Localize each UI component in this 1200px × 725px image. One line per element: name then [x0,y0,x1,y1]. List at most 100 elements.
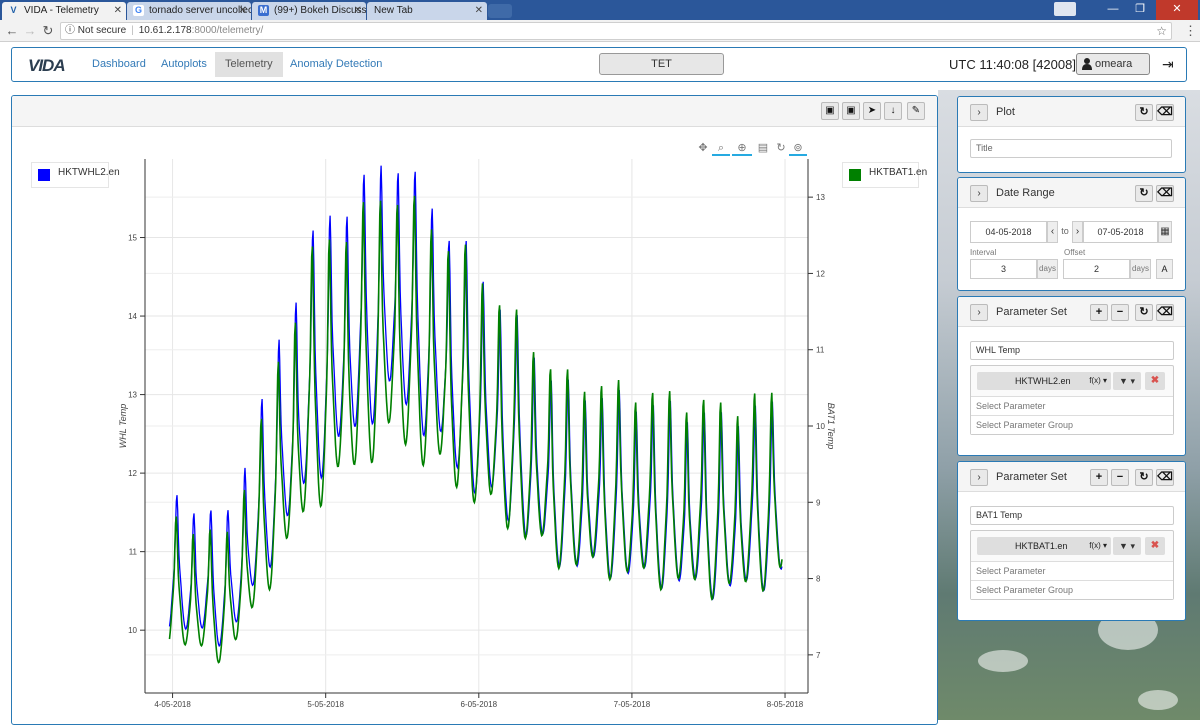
function-dropdown[interactable]: f(x) ▾ [1089,541,1107,550]
legend-left[interactable]: HKTWHL2.en [31,162,120,188]
nav-telemetry[interactable]: Telemetry [215,52,283,77]
eraser-icon[interactable]: ⌫ [1156,185,1174,202]
legend-right[interactable]: HKTBAT1.en [842,162,927,188]
remove-parameter-icon[interactable]: ✖ [1145,537,1165,555]
crosshair-tool-icon[interactable]: ⊚ [789,140,807,156]
minimize-icon[interactable]: — [1107,3,1119,15]
y-left-axis-label: WHL Temp [118,404,128,449]
interval-input[interactable]: 3 [970,259,1037,279]
add-icon[interactable]: + [1090,469,1108,486]
pan-tool-icon[interactable]: ✥ [698,142,708,154]
calendar-icon[interactable]: ▦ [1158,221,1172,243]
refresh-icon[interactable]: ↻ [1135,104,1153,121]
wheel-zoom-tool-icon[interactable]: ⊕ [732,140,752,156]
eraser-icon[interactable]: ⌫ [1156,304,1174,321]
browser-tab-new[interactable]: New Tab ✕ [367,2,487,20]
collapse-chevron-icon[interactable]: › [970,304,988,321]
plot-card-title: Plot [996,106,1015,118]
remove-icon[interactable]: − [1111,304,1129,321]
telemetry-chart[interactable]: 4-05-2018 5-05-2018 6-05-2018 7-05-2018 8-05… [12,96,937,725]
send-icon[interactable]: ➤ [863,102,881,120]
eraser-icon[interactable]: ⌫ [1156,104,1174,121]
offset-label: Offset [1064,248,1086,257]
date-prev-icon[interactable]: ‹ [1047,221,1058,243]
back-arrow-icon[interactable]: ← [5,23,19,38]
nav-anomaly-detection[interactable]: Anomaly Detection [290,58,383,70]
tab-close-icon[interactable]: ✕ [474,5,483,16]
end-date-input[interactable]: 07-05-2018 [1083,221,1158,243]
select-parameter-input[interactable]: Select Parameter [971,396,1173,415]
remove-icon[interactable]: − [1111,469,1129,486]
url-input[interactable]: ⓘ Not secure | 10.61.2.178:8000/telemetry/… [60,22,1172,40]
new-tab-button[interactable] [488,4,512,18]
auto-button[interactable]: A [1156,259,1173,279]
refresh-icon[interactable]: ↻ [1135,185,1153,202]
browser-tab-vida[interactable]: V VIDA - Telemetry ✕ [2,2,126,20]
parameter-set-name-input[interactable]: WHL Temp [970,341,1174,360]
browser-menu-icon[interactable]: ⋮ [1184,23,1197,38]
filter-dropdown-icon[interactable]: ▼ ▾ [1113,537,1141,555]
date-range-card: › Date Range ↻ ⌫ 04-05-2018 ‹ to › 07-05… [957,177,1186,291]
collapse-chevron-icon[interactable]: › [970,185,988,202]
eraser-icon[interactable]: ⌫ [1156,469,1174,486]
plot-title-input[interactable]: Title [970,139,1172,158]
browser-tab-bokeh[interactable]: M (99+) Bokeh Discussion ✕ [252,2,366,20]
y-right-tick-label: 7 [816,651,821,660]
y-right-tick-label: 8 [816,575,821,584]
y-left-tick-label: 10 [128,626,137,635]
add-icon[interactable]: + [1090,304,1108,321]
maximize-icon[interactable]: ❐ [1135,3,1145,15]
bookmark-star-icon[interactable]: ☆ [1156,24,1167,38]
parameter-name: HKTWHL2.en [1015,376,1071,386]
parameter-pill[interactable]: HKTWHL2.en f(x) ▾ [977,372,1111,390]
download-icon[interactable]: ↓ [884,102,902,120]
y-right-axis-label: BAT1 Temp [826,403,836,450]
info-icon[interactable]: ⓘ [65,25,75,36]
tab-close-icon[interactable]: ✕ [113,5,122,16]
nav-dashboard[interactable]: Dashboard [92,58,146,70]
reload-icon[interactable]: ↻ [42,23,54,38]
select-parameter-input[interactable]: Select Parameter [971,561,1173,580]
parameter-set-name-input[interactable]: BAT1 Temp [970,506,1174,525]
y-right-tick-label: 10 [816,422,825,431]
save-plot-icon[interactable]: ▣ [821,102,839,120]
remove-parameter-icon[interactable]: ✖ [1145,372,1165,390]
box-zoom-tool-icon[interactable]: ⌕ [712,140,730,156]
save-tool-icon[interactable]: ▤ [757,142,769,154]
wrench-icon[interactable]: ✎ [907,102,925,120]
start-date-input[interactable]: 04-05-2018 [970,221,1047,243]
select-parameter-group-input[interactable]: Select Parameter Group [971,415,1173,434]
parameter-set-title: Parameter Set [996,306,1067,318]
nav-autoplots[interactable]: Autoplots [161,58,207,70]
reset-tool-icon[interactable]: ↻ [776,142,786,154]
save-all-icon[interactable]: ▣ [842,102,860,120]
parameter-pill[interactable]: HKTBAT1.en f(x) ▾ [977,537,1111,555]
refresh-icon[interactable]: ↻ [1135,469,1153,486]
forward-arrow-icon[interactable]: → [23,23,37,38]
profile-badge[interactable] [1054,2,1076,16]
mission-selector[interactable]: TET [599,53,724,75]
tab-close-icon[interactable]: ✕ [353,5,362,16]
y-right-tick-label: 11 [816,346,825,355]
user-button[interactable]: omeara [1076,53,1150,75]
date-next-icon[interactable]: › [1072,221,1083,243]
y-left-tick-label: 13 [128,391,137,400]
y-left-tick-label: 11 [129,548,138,557]
offset-input[interactable]: 2 [1063,259,1130,279]
interval-unit: days [1037,259,1058,279]
vida-logo[interactable]: VIDA [28,56,66,76]
y-left-tick-label: 15 [128,234,137,243]
select-parameter-group-input[interactable]: Select Parameter Group [971,580,1173,599]
plot-panel: ▣ ▣ ➤ ↓ ✎ 4-05-2018 5-05-2018 6-05-2018 7-0… [11,95,938,725]
collapse-chevron-icon[interactable]: › [970,104,988,121]
collapse-chevron-icon[interactable]: › [970,469,988,486]
filter-dropdown-icon[interactable]: ▼ ▾ [1113,372,1141,390]
refresh-icon[interactable]: ↻ [1135,304,1153,321]
tab-close-icon[interactable]: ✕ [238,5,247,16]
function-dropdown[interactable]: f(x) ▾ [1089,376,1107,385]
window-close-icon[interactable]: ✕ [1156,0,1198,20]
date-range-header: › Date Range ↻ ⌫ [958,178,1185,208]
logout-icon[interactable]: ⇥ [1162,56,1174,72]
vida-favicon: V [10,5,17,15]
browser-tab-google[interactable]: G tornado server uncollecte ✕ [127,2,251,20]
